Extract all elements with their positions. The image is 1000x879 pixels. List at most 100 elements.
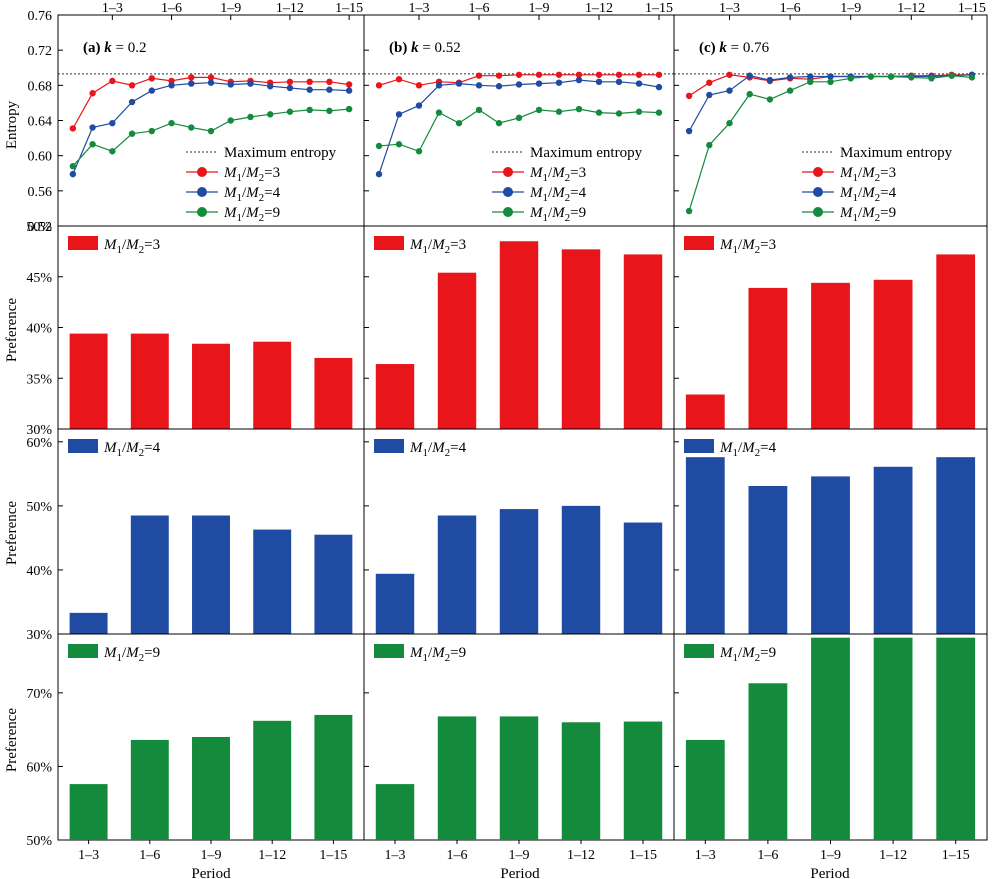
- data-point: [595, 78, 603, 86]
- panel-title-b: (b) k = 0.52: [389, 40, 461, 56]
- entropy-ytick-label: 0.68: [28, 79, 53, 94]
- data-point: [207, 79, 215, 86]
- data-point: [286, 108, 294, 115]
- data-point: [655, 71, 663, 78]
- data-point: [706, 91, 713, 99]
- data-point: [207, 127, 215, 135]
- bar-a9-4: [253, 720, 292, 840]
- legend-label-r3: M1/M2=3: [839, 165, 896, 184]
- bar-c3-5: [936, 254, 976, 429]
- bar-a9-1: [69, 784, 108, 840]
- bar-a9-2: [130, 739, 169, 840]
- data-point: [948, 72, 955, 79]
- bar-legend-swatch: [68, 644, 98, 658]
- bar-legend-label: M1/M2=9: [103, 645, 160, 664]
- series-line-c-3: [688, 75, 972, 212]
- data-point: [575, 105, 583, 113]
- panel-title-a: (a) k = 0.2: [83, 40, 146, 56]
- xtick-label: 1–12: [879, 848, 907, 863]
- data-point: [128, 98, 136, 106]
- bar-b9-4: [561, 722, 601, 840]
- entropy-top-tick-label: 1–6: [780, 1, 801, 16]
- xtick-label: 1–15: [942, 848, 970, 863]
- bar-b4-3: [499, 509, 539, 634]
- data-point: [128, 130, 136, 137]
- bar-b4-2: [437, 515, 477, 634]
- data-point: [128, 82, 136, 89]
- data-point: [655, 83, 663, 91]
- bar-ytick-label: 60%: [26, 436, 52, 451]
- data-point: [807, 73, 814, 80]
- data-point: [827, 73, 834, 80]
- data-point: [415, 82, 423, 89]
- data-point: [475, 106, 483, 114]
- bar-b4-5: [623, 522, 663, 634]
- bar-c4-5: [936, 457, 976, 634]
- bar-c9-2: [748, 683, 788, 840]
- data-point: [655, 109, 663, 116]
- data-point: [786, 74, 794, 81]
- bar-b9-1: [375, 784, 415, 840]
- bar-c3-2: [748, 287, 788, 429]
- data-point: [188, 80, 195, 87]
- xtick-label: 1–3: [695, 848, 716, 863]
- bar-a9-3: [192, 737, 230, 840]
- data-point: [475, 72, 483, 79]
- data-point: [685, 92, 693, 100]
- data-point: [207, 74, 215, 81]
- legend-marker-r3: [813, 167, 823, 177]
- bar-ytick-label: 45%: [26, 271, 52, 286]
- data-point: [706, 79, 713, 86]
- xtick-label: 1–9: [509, 848, 530, 863]
- data-point: [555, 79, 563, 86]
- data-point: [575, 71, 583, 78]
- legend-marker-r4: [197, 187, 207, 197]
- xtick-label: 1–12: [258, 848, 286, 863]
- entropy-ytick-label: 0.52: [28, 220, 53, 235]
- bar-legend-swatch: [68, 236, 98, 250]
- data-point: [326, 107, 333, 115]
- data-point: [726, 119, 733, 127]
- data-point: [395, 75, 403, 83]
- data-point: [395, 111, 403, 118]
- legend-label-r3: M1/M2=3: [223, 165, 280, 184]
- data-point: [247, 80, 254, 87]
- bar-c9-5: [936, 637, 976, 840]
- data-point: [635, 71, 643, 78]
- x-axis-label-col-a: Period: [191, 866, 231, 879]
- data-point: [928, 75, 935, 82]
- data-point: [575, 76, 583, 84]
- data-point: [635, 108, 643, 115]
- data-point: [345, 105, 353, 113]
- bar-ytick-label: 40%: [26, 564, 52, 579]
- data-point: [326, 78, 333, 86]
- xtick-label: 1–3: [385, 848, 406, 863]
- data-point: [168, 119, 175, 127]
- xtick-label: 1–15: [319, 848, 347, 863]
- data-point: [455, 119, 463, 127]
- x-axis-label-col-c: Period: [810, 866, 850, 879]
- data-point: [786, 87, 794, 94]
- entropy-top-tick-label: 1–6: [161, 1, 182, 16]
- bar-legend-swatch: [374, 439, 404, 453]
- bar-legend-swatch: [684, 236, 714, 250]
- bar-a9-5: [314, 714, 353, 840]
- bar-c4-4: [873, 466, 913, 634]
- bar-a3-2: [130, 333, 169, 429]
- bar-legend-label: M1/M2=9: [409, 645, 466, 664]
- data-point: [555, 108, 563, 115]
- data-point: [188, 74, 195, 81]
- bar-b3-3: [499, 241, 539, 429]
- entropy-top-tick-label: 1–9: [220, 1, 241, 16]
- data-point: [375, 142, 383, 150]
- data-point: [89, 90, 96, 97]
- data-point: [968, 74, 976, 81]
- data-point: [306, 106, 313, 114]
- bar-ytick-label: 30%: [26, 628, 52, 643]
- bar-ytick-label: 50%: [26, 220, 52, 235]
- data-point: [515, 114, 523, 122]
- data-point: [69, 163, 77, 170]
- data-point: [286, 78, 294, 86]
- data-point: [455, 80, 463, 87]
